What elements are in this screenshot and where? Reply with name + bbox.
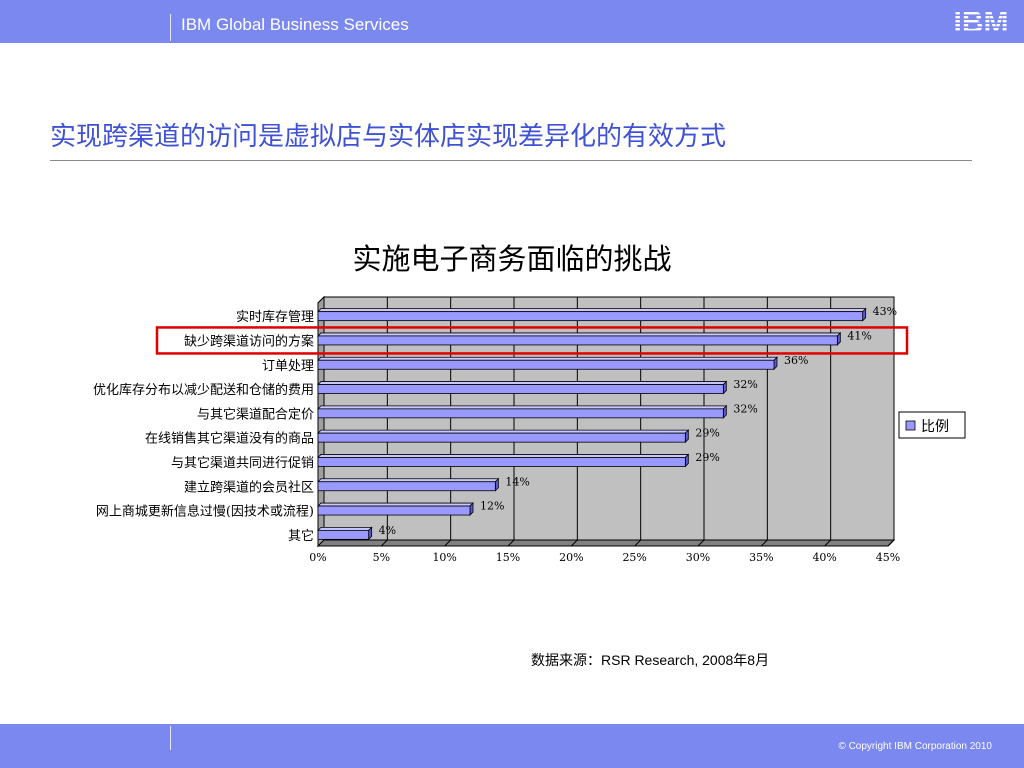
category-label: 与其它渠道共同进行促销 xyxy=(171,455,314,471)
category-label: 在线销售其它渠道没有的商品 xyxy=(145,431,314,447)
x-tick-label: 20% xyxy=(559,551,583,564)
bar xyxy=(317,359,775,370)
category-label: 其它 xyxy=(288,528,314,544)
bar-top xyxy=(317,308,867,313)
category-label: 订单处理 xyxy=(262,359,314,374)
bar-top xyxy=(317,332,842,337)
copyright-text: © Copyright IBM Corporation 2010 xyxy=(838,741,992,752)
bar-value-label: 12% xyxy=(480,500,504,513)
gridline-floor xyxy=(507,539,515,547)
category-label: 建立跨渠道的会员社区 xyxy=(184,479,314,495)
category-label: 与其它渠道配合定价 xyxy=(197,406,314,422)
legend-swatch xyxy=(905,420,916,431)
category-label: 优化库存分布以减少配送和仓储的费用 xyxy=(93,382,314,398)
gridline-floor xyxy=(760,539,768,547)
gridline-floor xyxy=(634,539,642,547)
category-label: 缺少跨渠道访问的方案 xyxy=(184,333,314,349)
bar-value-label: 32% xyxy=(733,402,757,415)
bar xyxy=(317,408,724,419)
bar-top xyxy=(317,502,474,507)
gridline-floor xyxy=(697,539,705,547)
gridline-floor xyxy=(570,539,578,547)
bar-chart: 0% 5% 10% 15% 20% 25% 30% 35% 40% 45% 43% 实时库存管理 41%… xyxy=(93,295,966,564)
x-tick-label: 0% xyxy=(309,551,326,564)
source-note: 数据来源：RSR Research, 2008年8月 xyxy=(531,652,770,668)
bar-top xyxy=(317,356,778,361)
bar xyxy=(317,432,686,443)
footer-bar: © Copyright IBM Corporation 2010 xyxy=(0,724,1024,768)
x-tick-label: 35% xyxy=(749,551,773,564)
header-divider xyxy=(170,14,171,41)
x-tick-label: 5% xyxy=(373,551,390,564)
bar xyxy=(317,335,838,346)
bar-value-label: 29% xyxy=(695,451,719,464)
gridline-floor xyxy=(444,539,452,547)
bar-value-label: 4% xyxy=(379,524,396,537)
bar xyxy=(317,529,370,540)
bar-top xyxy=(317,381,728,385)
ibm-logo-text: IBM xyxy=(954,6,1009,38)
x-tick-label: 15% xyxy=(496,551,520,564)
bar-value-label: 36% xyxy=(784,354,808,367)
gridline-floor xyxy=(380,539,388,547)
gridline-floor xyxy=(887,539,895,547)
bar-value-label: 32% xyxy=(733,378,757,391)
bar-value-label: 29% xyxy=(695,427,719,440)
bar-top xyxy=(317,478,500,483)
x-tick-label: 10% xyxy=(432,551,456,564)
header-bar: IBM Global Business Services IBM xyxy=(0,0,1024,43)
x-tick-label: 30% xyxy=(686,551,710,564)
x-tick-label: 40% xyxy=(812,551,836,564)
bar xyxy=(317,311,864,322)
plot-floor xyxy=(316,539,896,547)
bar xyxy=(317,505,471,516)
title-rule xyxy=(50,160,972,161)
bar-value-label: 41% xyxy=(847,329,871,342)
bar xyxy=(317,457,686,467)
x-tick-label: 45% xyxy=(876,551,900,564)
category-label: 网上商城更新信息过慢(因技术或流程) xyxy=(96,504,314,520)
ibm-logo: IBM xyxy=(954,6,1009,38)
brand-name: IBM Global Business Services xyxy=(181,15,409,34)
chart-title: 实施电子商务面临的挑战 xyxy=(352,242,672,276)
page-title: 实现跨渠道的访问是虚拟店与实体店实现差异化的有效方式 xyxy=(50,122,727,152)
footer-divider xyxy=(170,726,171,750)
bar-top xyxy=(317,429,690,434)
bar-top xyxy=(317,526,373,531)
bar-value-label: 43% xyxy=(873,305,897,318)
bar-top xyxy=(317,454,690,458)
bar-top xyxy=(317,405,728,410)
bar xyxy=(317,384,724,394)
gridline-floor xyxy=(824,539,832,547)
bar-value-label: 14% xyxy=(505,475,529,488)
x-tick-label: 25% xyxy=(622,551,646,564)
bar xyxy=(317,481,496,492)
category-label: 实时库存管理 xyxy=(236,309,314,325)
legend-label: 比例 xyxy=(921,419,949,435)
highlight-box xyxy=(155,326,909,355)
